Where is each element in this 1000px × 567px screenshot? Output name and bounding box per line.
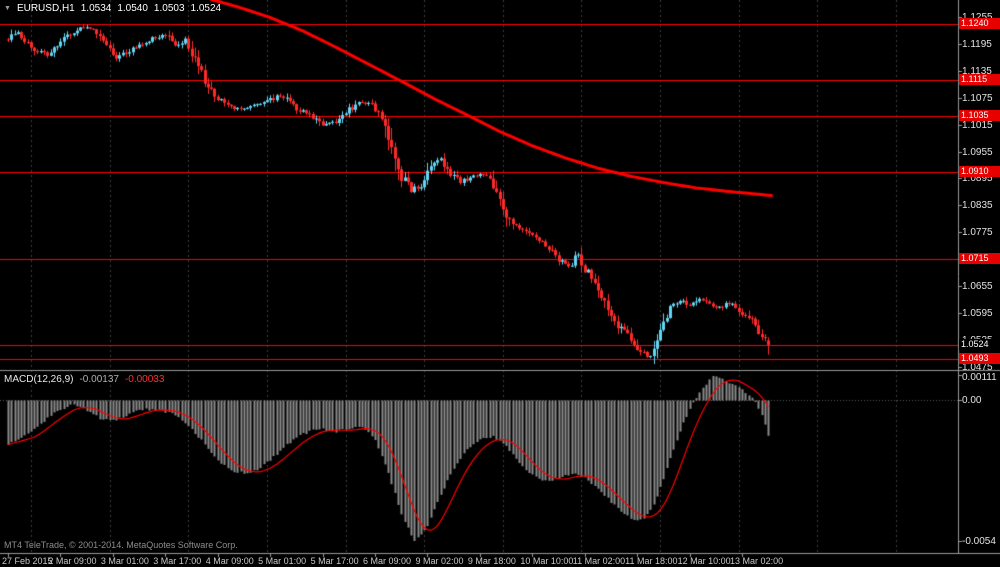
macd-signal-value: -0.00033	[124, 374, 165, 385]
macd-tick-label: -0.0054	[962, 535, 996, 547]
price-tick-label: 1.1015	[962, 119, 993, 131]
macd-tick-label: 0.00111	[962, 372, 997, 383]
price-tick-label: 1.0655	[962, 281, 993, 293]
macd-name: MACD(12,26,9)	[4, 374, 74, 385]
time-axis-label[interactable]: 4 Mar 09:00	[205, 556, 254, 566]
sr-price-badge: 1.1240	[959, 17, 1000, 29]
chart-title: ▼ EURUSD,H1 1.0534 1.0540 1.0503 1.0524	[4, 3, 221, 14]
time-axis-label[interactable]: 9 Mar 02:00	[415, 556, 464, 566]
symbol-period-label: EURUSD,H1	[16, 3, 75, 14]
sr-price-badge: 1.1115	[959, 73, 1000, 85]
ohlc-open: 1.0534	[80, 3, 112, 14]
macd-main-value: -0.00137	[79, 374, 119, 385]
price-tick-label: 1.0595	[962, 308, 993, 320]
price-tick-label: 1.1255	[962, 12, 993, 23]
time-axis-label[interactable]: 3 Mar 01:00	[100, 556, 149, 566]
macd-tick-label: 0.00	[962, 394, 982, 406]
price-tick-label: 1.0775	[962, 227, 993, 239]
time-axis-label[interactable]: 2 Mar 09:00	[48, 556, 97, 566]
price-tick-label: 1.0475	[962, 361, 993, 373]
macd-indicator-label: MACD(12,26,9) -0.00137 -0.00033	[4, 374, 164, 385]
time-axis-label[interactable]: 9 Mar 18:00	[467, 556, 516, 566]
ohlc-high: 1.0540	[117, 3, 148, 14]
time-axis-label[interactable]: 12 Mar 10:00	[677, 556, 731, 566]
ohlc-low: 1.0503	[153, 3, 185, 14]
current-price-badge: 1.0524	[959, 338, 1000, 350]
time-axis-label[interactable]: 11 Mar 18:00	[625, 556, 678, 566]
sr-price-badge: 1.0493	[959, 352, 1000, 364]
ohlc-close: 1.0524	[190, 3, 222, 14]
copyright-watermark: MT4 TeleTrade, © 2001-2014. MetaQuotes S…	[4, 540, 238, 550]
time-axis-label[interactable]: 5 Mar 17:00	[310, 556, 359, 566]
time-axis-label[interactable]: 6 Mar 09:00	[363, 556, 412, 566]
time-axis-label[interactable]: 5 Mar 01:00	[258, 556, 307, 566]
price-tick-label: 1.0955	[962, 146, 993, 158]
price-tick-label: 1.0895	[962, 173, 993, 185]
price-tick-label: 1.1135	[962, 65, 992, 77]
time-axis-label[interactable]: 11 Mar 02:00	[572, 556, 626, 566]
time-axis-label[interactable]: 10 Mar 10:00	[520, 556, 574, 566]
price-tick-label: 1.1195	[962, 38, 992, 50]
time-axis-label[interactable]: 27 Feb 2015	[2, 556, 53, 566]
price-tick-label: 1.1075	[962, 92, 993, 104]
price-tick-label: 1.0835	[962, 200, 993, 212]
symbol-dropdown-icon[interactable]: ▼	[4, 5, 11, 12]
time-axis-label[interactable]: 3 Mar 17:00	[153, 556, 202, 566]
sr-price-badge: 1.0910	[959, 165, 1000, 177]
sr-price-badge: 1.0715	[959, 253, 1000, 265]
time-axis-label[interactable]: 13 Mar 02:00	[730, 556, 784, 566]
sr-price-badge: 1.1035	[959, 109, 1000, 121]
